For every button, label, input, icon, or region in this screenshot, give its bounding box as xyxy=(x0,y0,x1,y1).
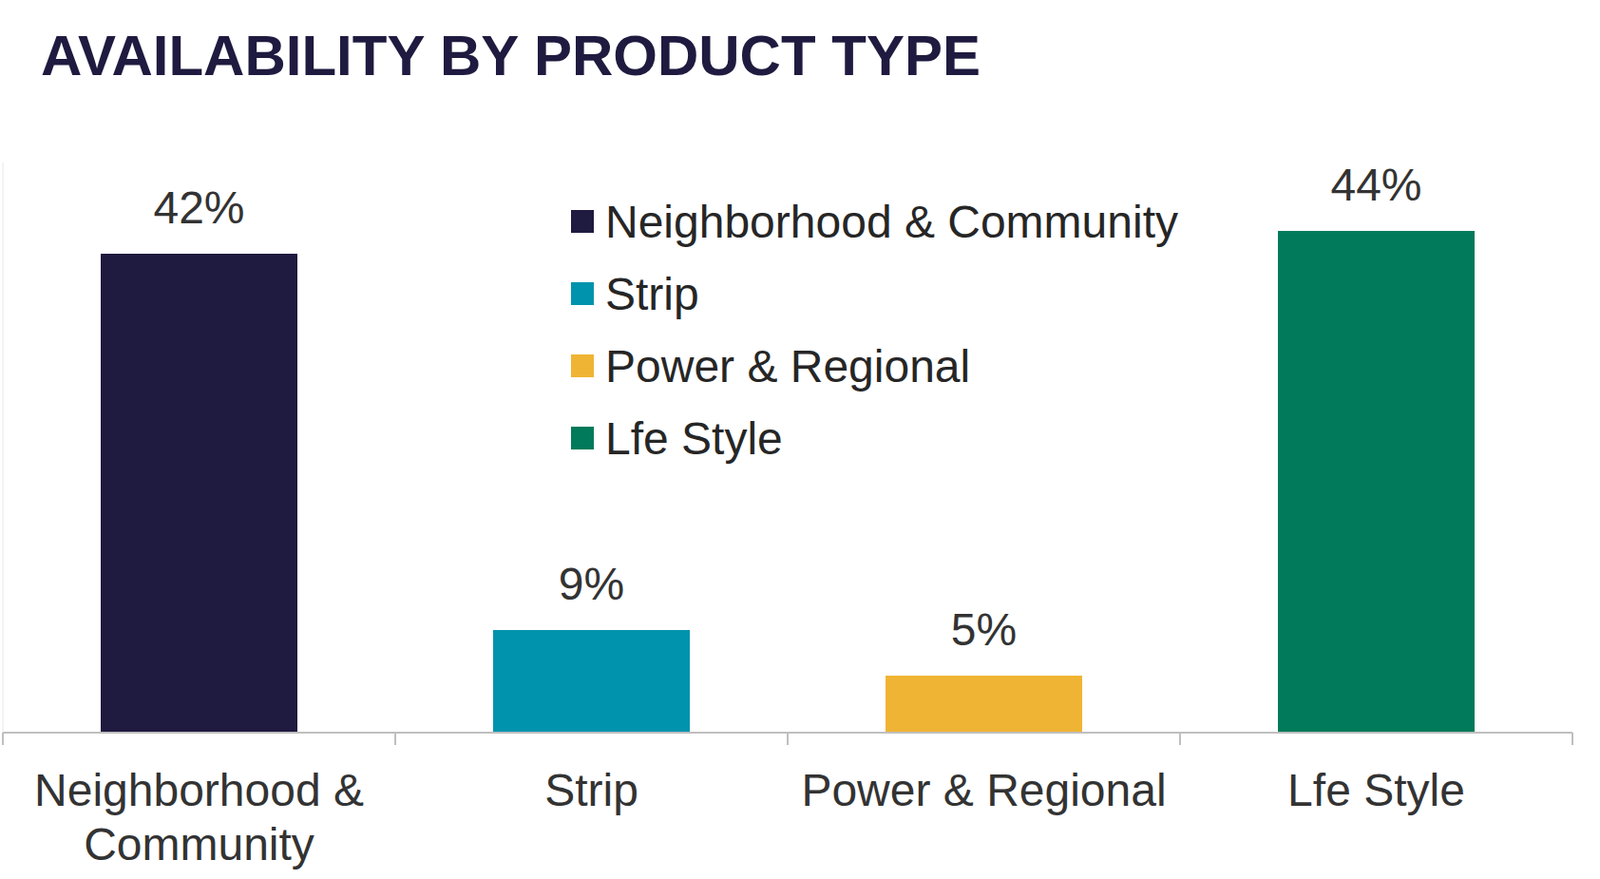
data-label: 44% xyxy=(1330,159,1422,210)
chart-title: AVAILABILITY BY PRODUCT TYPE xyxy=(40,23,981,88)
legend-swatch xyxy=(571,282,594,305)
category-divider xyxy=(786,732,789,745)
data-label: 5% xyxy=(951,604,1017,655)
x-tick-label-line: Community xyxy=(83,819,315,870)
x-tick-label: Strip xyxy=(544,764,639,816)
bar xyxy=(885,675,1083,733)
x-tick-label: Lfe Style xyxy=(1287,764,1466,816)
legend-label: Power & Regional xyxy=(605,341,971,392)
x-tick-label: Power & Regional xyxy=(800,764,1166,816)
legend-swatch xyxy=(571,354,594,378)
legend-swatch xyxy=(571,426,594,450)
category-divider xyxy=(1179,732,1181,745)
value-axis-line xyxy=(2,162,4,733)
legend-label: Strip xyxy=(605,268,700,320)
category-divider xyxy=(394,732,397,745)
bar xyxy=(1277,230,1475,733)
category-divider xyxy=(1571,732,1574,745)
bar xyxy=(100,253,298,733)
legend-label: Lfe Style xyxy=(605,413,783,464)
x-tick-label: Neighborhood &Community xyxy=(34,764,364,870)
category-divider xyxy=(1,732,4,745)
data-label: 42% xyxy=(152,182,245,233)
legend-swatch xyxy=(571,209,594,233)
bar xyxy=(493,629,690,733)
chart-container: AVAILABILITY BY PRODUCT TYPE 42% 9% 5% 44% Ne… xyxy=(0,0,1600,879)
legend-label: Neighborhood & Community xyxy=(605,196,1179,248)
legend: Neighborhood & Community Strip Power & Reg… xyxy=(571,196,1179,464)
bars xyxy=(100,230,1475,733)
chart-svg: AVAILABILITY BY PRODUCT TYPE 42% 9% 5% 44% Ne… xyxy=(0,0,1600,879)
x-tick-label-line: Neighborhood & xyxy=(34,764,364,816)
data-label: 9% xyxy=(558,558,625,610)
